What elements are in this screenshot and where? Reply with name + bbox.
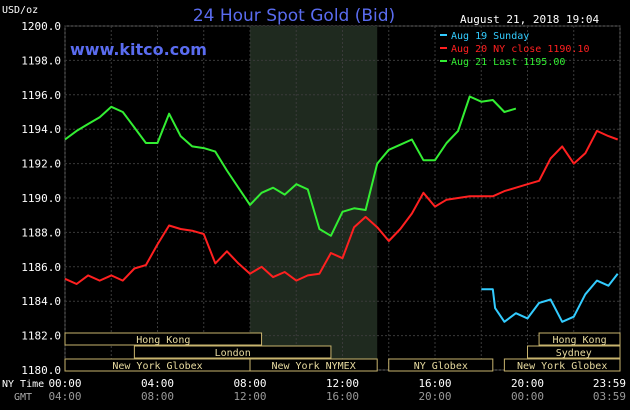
- y-tick-label: 1188.0: [21, 226, 61, 239]
- x-tick-label-ny: 20:00: [511, 377, 544, 390]
- series-line: [64, 129, 619, 285]
- session-box: New York NYMEX: [249, 358, 378, 372]
- session-label: New York Globex: [517, 361, 607, 372]
- legend-item: Aug 21 Last 1195.00: [440, 57, 565, 68]
- session-label: Sydney: [556, 348, 592, 359]
- y-tick-label: 1200.0: [21, 20, 61, 33]
- y-tick-label: 1182.0: [21, 330, 61, 343]
- x-tick-label-ny: 04:00: [141, 377, 174, 390]
- market-sessions: Hong Kong London New York Globex New York N…: [64, 332, 621, 372]
- x-tick-label-gmt: 20:00: [418, 390, 451, 403]
- y-tick-label: 1184.0: [21, 295, 61, 308]
- x-tick-label-gmt: 03:59: [593, 390, 626, 403]
- session-box: NY Globex: [388, 358, 494, 372]
- y-tick-label: 1196.0: [21, 89, 61, 102]
- session-label: London: [215, 348, 251, 359]
- x-tick-label-ny: 08:00: [233, 377, 266, 390]
- session-label: Hong Kong: [552, 335, 606, 346]
- session-label: New York Globex: [112, 361, 202, 372]
- x-axis: 00:0004:0004:0008:0008:0012:0012:0016:00…: [48, 377, 626, 403]
- y-tick-label: 1190.0: [21, 192, 61, 205]
- session-label: NY Globex: [414, 361, 468, 372]
- legend: Aug 19 Sunday Aug 20 NY close 1190.10 Aug …: [440, 31, 589, 68]
- series-line: [481, 273, 619, 323]
- session-label: Hong Kong: [136, 335, 190, 346]
- session-box: London: [133, 345, 332, 359]
- x-tick-label-ny: 12:00: [326, 377, 359, 390]
- legend-item: Aug 20 NY close 1190.10: [440, 44, 589, 55]
- gmt-label: GMT: [14, 392, 32, 403]
- x-tick-label-gmt: 04:00: [48, 390, 81, 403]
- x-tick-label-gmt: 00:00: [511, 390, 544, 403]
- session-label: New York NYMEX: [271, 361, 355, 372]
- legend-label: Aug 20 NY close 1190.10: [451, 44, 589, 55]
- x-tick-label-ny: 00:00: [48, 377, 81, 390]
- y-tick-label: 1194.0: [21, 123, 61, 136]
- session-box: Hong Kong: [64, 332, 263, 346]
- x-tick-label-gmt: 16:00: [326, 390, 359, 403]
- session-box: Sydney: [527, 345, 621, 359]
- units-label: USD/oz: [2, 5, 38, 16]
- x-tick-label-gmt: 08:00: [141, 390, 174, 403]
- series-line: [64, 95, 517, 237]
- x-tick-label-gmt: 12:00: [233, 390, 266, 403]
- legend-label: Aug 19 Sunday: [451, 31, 529, 42]
- session-box: New York Globex: [503, 358, 621, 372]
- session-box: New York Globex: [64, 358, 251, 372]
- y-tick-label: 1192.0: [21, 158, 61, 171]
- session-box: Hong Kong: [538, 332, 621, 346]
- ny-time-label: NY Time: [2, 379, 44, 390]
- timestamp: August 21, 2018 19:04: [460, 13, 599, 26]
- y-tick-label: 1198.0: [21, 54, 61, 67]
- chart-title: 24 Hour Spot Gold (Bid): [193, 6, 395, 26]
- x-tick-label-ny: 23:59: [593, 377, 626, 390]
- y-tick-label: 1186.0: [21, 261, 61, 274]
- price-series: [64, 95, 619, 323]
- x-tick-label-ny: 16:00: [418, 377, 451, 390]
- website-label: www.kitco.com: [70, 40, 207, 59]
- y-tick-label: 1180.0: [21, 364, 61, 377]
- legend-item: Aug 19 Sunday: [440, 31, 529, 42]
- y-axis: 1200.0 1198.0 1196.0 1194.0 1192.0 1190.0 1188…: [21, 20, 61, 377]
- legend-label: Aug 21 Last 1195.00: [451, 57, 565, 68]
